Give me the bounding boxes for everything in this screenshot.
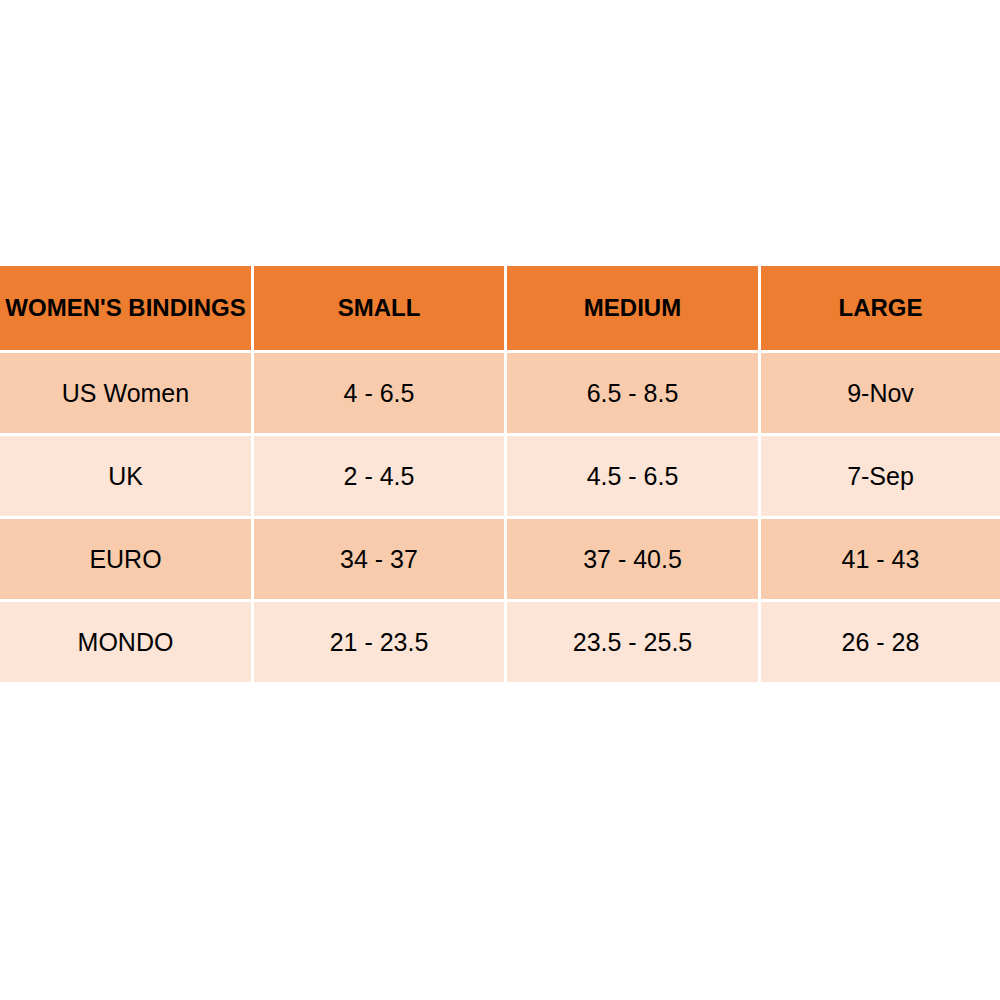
womens-bindings-size-table: WOMEN'S BINDINGS SMALL MEDIUM LARGE US W… [0,266,1000,682]
row-mondo-label: MONDO [0,602,251,682]
row-uk-label: UK [0,436,251,516]
row-euro-large: 41 - 43 [761,519,1000,599]
page: WOMEN'S BINDINGS SMALL MEDIUM LARGE US W… [0,0,1000,1000]
row-uk-small: 2 - 4.5 [254,436,504,516]
header-cell-small: SMALL [254,266,504,350]
header-cell-womens-bindings: WOMEN'S BINDINGS [0,266,251,350]
row-mondo-medium: 23.5 - 25.5 [507,602,758,682]
row-euro-small: 34 - 37 [254,519,504,599]
row-uk-large: 7-Sep [761,436,1000,516]
row-us-women-label: US Women [0,353,251,433]
header-cell-large: LARGE [761,266,1000,350]
row-us-women-large: 9-Nov [761,353,1000,433]
header-cell-medium: MEDIUM [507,266,758,350]
row-us-women-medium: 6.5 - 8.5 [507,353,758,433]
row-euro-label: EURO [0,519,251,599]
row-euro-medium: 37 - 40.5 [507,519,758,599]
row-uk-medium: 4.5 - 6.5 [507,436,758,516]
row-us-women-small: 4 - 6.5 [254,353,504,433]
row-mondo-large: 26 - 28 [761,602,1000,682]
row-mondo-small: 21 - 23.5 [254,602,504,682]
